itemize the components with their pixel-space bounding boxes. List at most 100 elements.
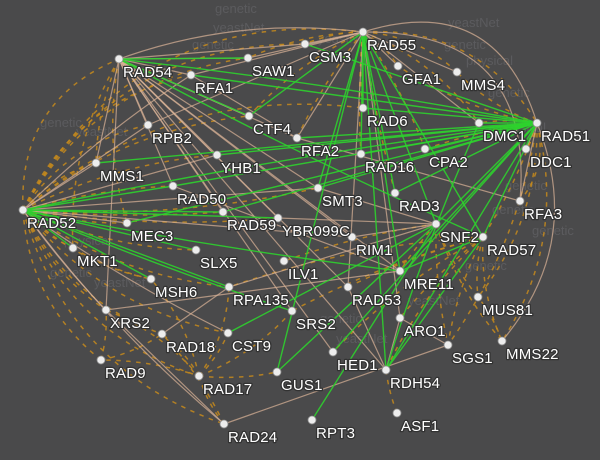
node-SLX5[interactable] bbox=[191, 245, 201, 255]
edge-RAD55-SAW1 bbox=[247, 31, 364, 59]
node-RAD24[interactable] bbox=[219, 419, 229, 429]
node-HED1[interactable] bbox=[328, 347, 338, 357]
node-RAD55[interactable] bbox=[358, 27, 368, 37]
edge-RAD55-RAD3 bbox=[362, 31, 396, 194]
node-RAD53[interactable] bbox=[343, 282, 353, 292]
edge-RAD52-RAD24 bbox=[22, 209, 225, 425]
node-DDC1[interactable] bbox=[521, 144, 531, 154]
edge-RAD52-RPA135 bbox=[22, 209, 230, 288]
node-RAD51[interactable] bbox=[532, 118, 542, 128]
node-XRS2[interactable] bbox=[101, 305, 111, 315]
edge-SNF2-MMS22 bbox=[435, 223, 503, 342]
node-RAD18[interactable] bbox=[157, 329, 167, 339]
edge-RAD52-MRE11 bbox=[22, 209, 401, 272]
node-RAD59[interactable] bbox=[218, 207, 228, 217]
edge-RAD52-RPA135 bbox=[22, 209, 230, 288]
node-SGS1[interactable] bbox=[443, 340, 453, 350]
edge-RAD55-RFA3 bbox=[362, 31, 522, 202]
label-layer: RAD54 SAW1 CSM3 RAD55 GFA1 MMS4 RFA1 RAD6 DMC1 RA… bbox=[26, 36, 592, 448]
node-label-RAD59: RAD59 bbox=[227, 217, 276, 234]
node-RAD54[interactable] bbox=[114, 54, 124, 64]
node-RAD17[interactable] bbox=[194, 371, 204, 381]
node-RDH54[interactable] bbox=[381, 365, 391, 375]
node-ASF1[interactable] bbox=[392, 408, 402, 418]
node-RAD9[interactable] bbox=[96, 355, 106, 365]
node-label-ASF1: ASF1 bbox=[401, 418, 439, 435]
node-label-RAD6: RAD6 bbox=[367, 113, 408, 130]
node-YHB1[interactable] bbox=[212, 150, 222, 160]
node-MMS1[interactable] bbox=[91, 158, 101, 168]
edge-SNF2-GUS1 bbox=[276, 223, 437, 373]
edge-RAD17-GUS1 bbox=[198, 371, 278, 379]
node-SNF2[interactable] bbox=[431, 219, 441, 229]
node-MUS81[interactable] bbox=[473, 292, 483, 302]
edge-RAD55-RAD16 bbox=[360, 31, 364, 155]
node-RAD3[interactable] bbox=[390, 188, 400, 198]
node-label-XRS2: XRS2 bbox=[110, 315, 150, 332]
node-RAD57[interactable] bbox=[478, 232, 488, 242]
edge-RAD54-SRS2 bbox=[118, 58, 293, 312]
node-RAD16[interactable] bbox=[356, 149, 366, 159]
node-RAD52[interactable] bbox=[18, 205, 28, 215]
node-MRE11[interactable] bbox=[395, 266, 405, 276]
node-MSH6[interactable] bbox=[146, 274, 156, 284]
edge-RAD54-MMS1 bbox=[95, 58, 120, 164]
node-SMT3[interactable] bbox=[313, 183, 323, 193]
node-RAD6[interactable] bbox=[358, 103, 368, 113]
edge-MRE11-XRS2 bbox=[105, 270, 401, 311]
node-label-SRS2: SRS2 bbox=[296, 316, 336, 333]
edge-RAD55-RFA2 bbox=[296, 31, 364, 139]
node-MMS4[interactable] bbox=[452, 67, 462, 77]
node-label-MEC3: MEC3 bbox=[131, 228, 173, 245]
edge-RAD17-XRS2 bbox=[105, 309, 200, 377]
node-label-RAD55: RAD55 bbox=[367, 37, 416, 54]
node-RFA3[interactable] bbox=[515, 196, 525, 206]
node-label-RAD57: RAD57 bbox=[487, 242, 536, 259]
node-YBR099C[interactable] bbox=[273, 213, 283, 223]
edge-RAD18-RPA135 bbox=[161, 286, 230, 335]
node-ARO1[interactable] bbox=[395, 313, 405, 323]
node-RPA135[interactable] bbox=[224, 282, 234, 292]
node-GFA1[interactable] bbox=[393, 61, 403, 71]
node-RAD50[interactable] bbox=[168, 181, 178, 191]
node-SAW1[interactable] bbox=[243, 53, 253, 63]
node-MKT1[interactable] bbox=[68, 243, 78, 253]
node-DMC1[interactable] bbox=[474, 118, 484, 128]
node-RIM1[interactable] bbox=[347, 232, 357, 242]
edge-RAD51-RAD57 bbox=[482, 122, 538, 238]
node-RPB2[interactable] bbox=[143, 120, 153, 130]
node-CST9[interactable] bbox=[223, 328, 233, 338]
node-label-SNF2: SNF2 bbox=[440, 229, 479, 246]
edge-RAD51-MMS1 bbox=[95, 122, 538, 164]
node-MEC3[interactable] bbox=[122, 218, 132, 228]
edge-RAD55-RAD51 bbox=[362, 21, 538, 124]
node-ILV1[interactable] bbox=[279, 256, 289, 266]
node-MMS22[interactable] bbox=[497, 336, 507, 346]
node-CPA2[interactable] bbox=[420, 144, 430, 154]
edge-RAD52-RAD17 bbox=[22, 209, 200, 377]
node-label-DMC1: DMC1 bbox=[483, 128, 526, 145]
edge-RAD55-MMS4 bbox=[362, 31, 458, 73]
node-label-YBR099C: YBR099C bbox=[282, 223, 350, 240]
edge-RFA1-RFA2 bbox=[190, 74, 298, 139]
edge-RAD17-MSH6 bbox=[150, 278, 200, 377]
edge-RAD51-RAD57 bbox=[482, 122, 538, 238]
edge-RAD54-SAW1 bbox=[118, 57, 249, 60]
node-RPT3[interactable] bbox=[307, 415, 317, 425]
edge-RAD55-DMC1 bbox=[362, 31, 480, 124]
watermark-text: genetic bbox=[192, 37, 234, 52]
node-RFA2[interactable] bbox=[292, 133, 302, 143]
watermark-text: genetic bbox=[215, 1, 257, 16]
node-CSM3[interactable] bbox=[300, 39, 310, 49]
node-RFA1[interactable] bbox=[186, 70, 196, 80]
node-label-RPB2: RPB2 bbox=[152, 130, 192, 147]
node-label-MMS1: MMS1 bbox=[100, 168, 144, 185]
node-label-MRE11: MRE11 bbox=[404, 276, 454, 293]
node-GUS1[interactable] bbox=[272, 367, 282, 377]
edge-RAD54-CSM3 bbox=[118, 43, 306, 60]
node-label-ARO1: ARO1 bbox=[404, 323, 446, 340]
physical-edge-layer bbox=[22, 21, 556, 425]
node-CTF4[interactable] bbox=[244, 111, 254, 121]
node-SRS2[interactable] bbox=[287, 306, 297, 316]
